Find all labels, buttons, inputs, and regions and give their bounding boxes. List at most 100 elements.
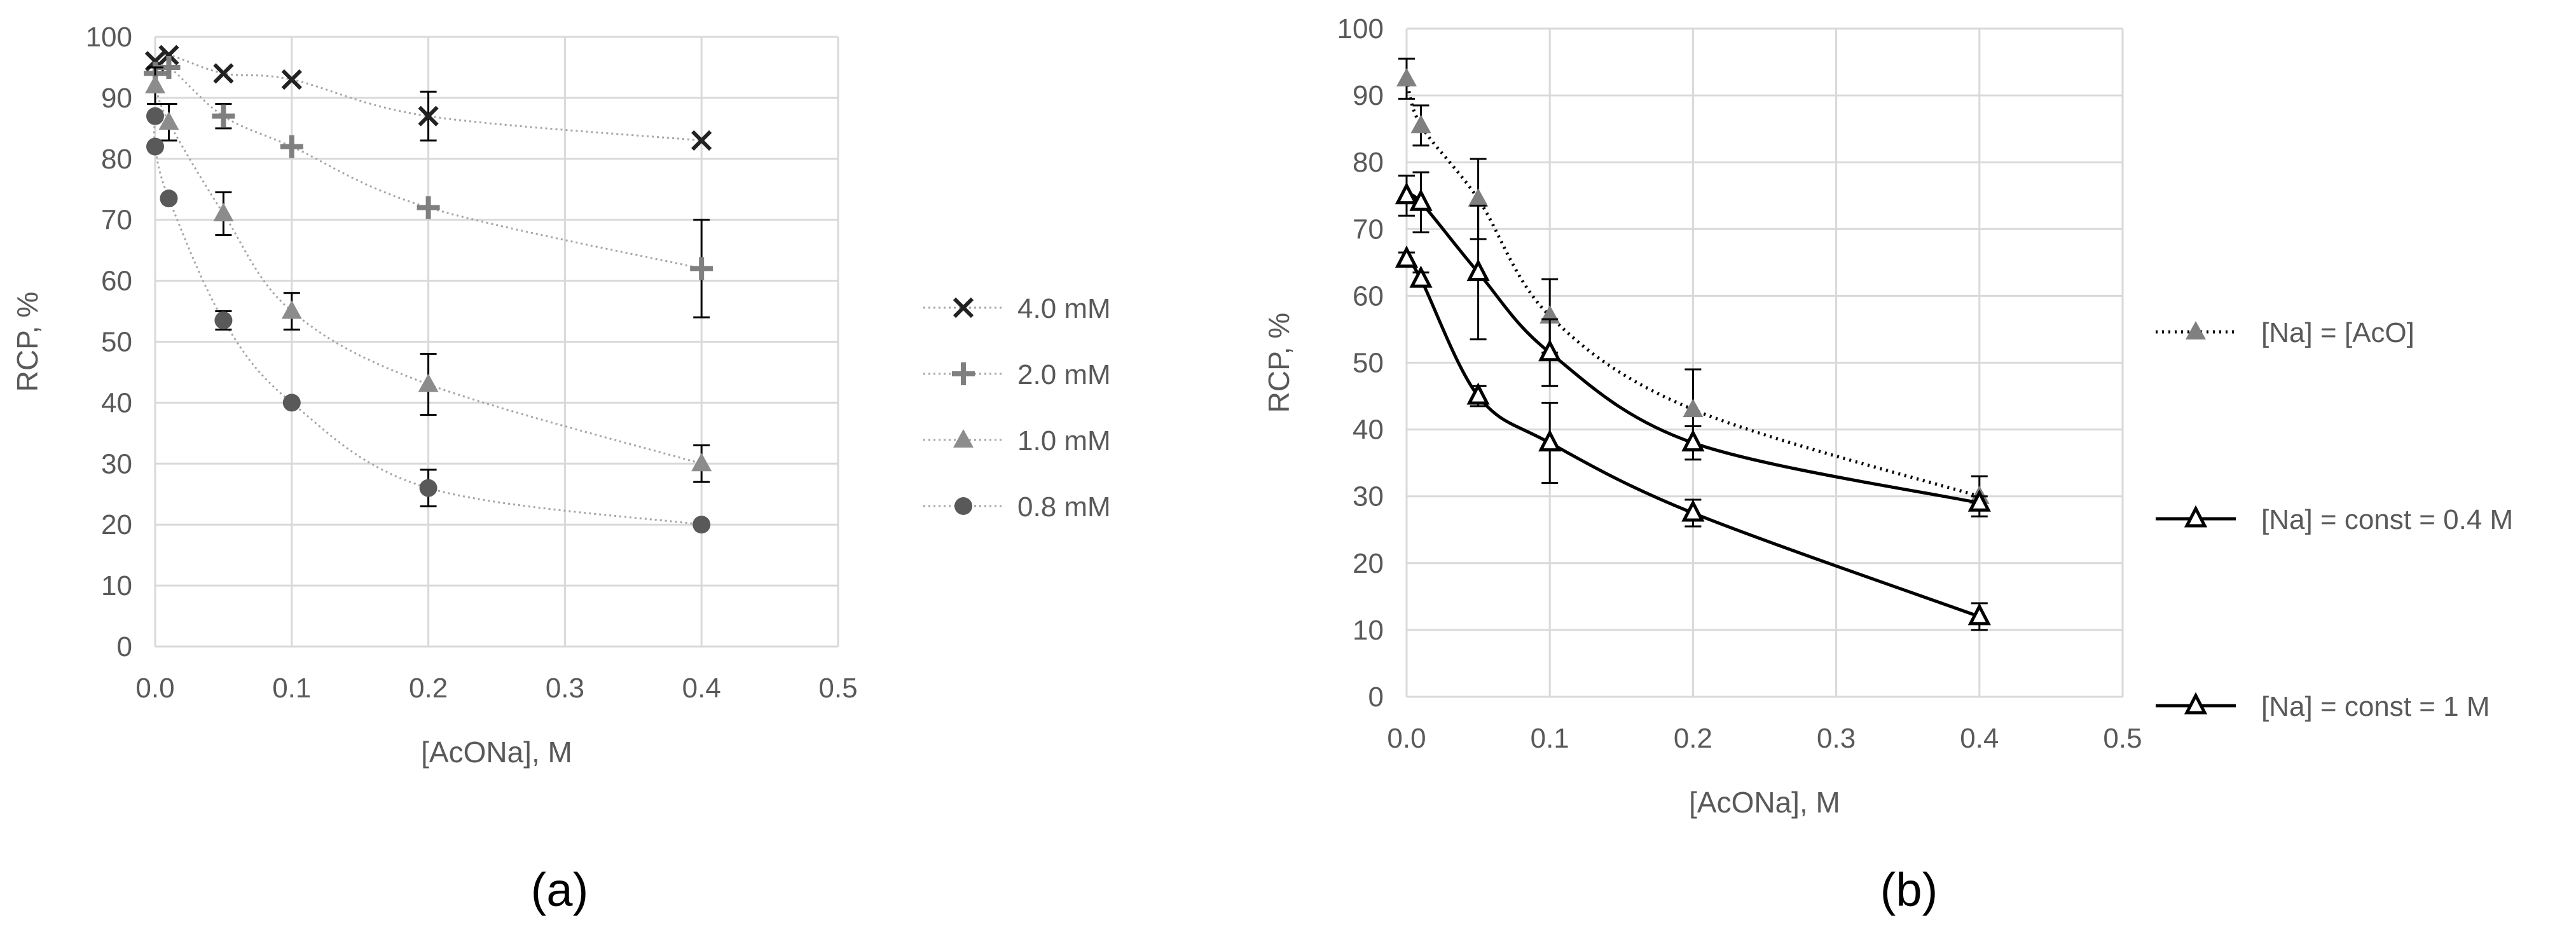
legend-label: [Na] = [AcO] bbox=[2261, 317, 2414, 348]
y-tick-label: 10 bbox=[1353, 615, 1384, 646]
marker-triangle-open bbox=[1967, 489, 1991, 512]
y-tick-label: 70 bbox=[1353, 214, 1384, 245]
y-tick-label: 70 bbox=[101, 205, 132, 236]
x-tick-label: 0.3 bbox=[546, 673, 584, 704]
marker-triangle-open bbox=[1466, 382, 1490, 405]
legend-label: 1.0 mM bbox=[1017, 425, 1111, 456]
marker-triangle bbox=[145, 74, 165, 93]
y-tick-label: 40 bbox=[101, 387, 132, 418]
marker-triangle-open bbox=[1681, 499, 1705, 522]
y-tick-label: 40 bbox=[1353, 415, 1384, 446]
marker-circle bbox=[954, 497, 972, 515]
marker-plus bbox=[417, 196, 440, 219]
marker-x bbox=[418, 106, 439, 127]
x-tick-label: 0.1 bbox=[272, 673, 311, 704]
y-tick-label: 50 bbox=[1353, 348, 1384, 379]
marker-triangle-open bbox=[1466, 259, 1490, 282]
marker-triangle-open bbox=[2184, 505, 2208, 528]
marker-circle bbox=[214, 311, 233, 329]
x-tick-label: 0.1 bbox=[1531, 723, 1569, 754]
y-tick-label: 10 bbox=[101, 570, 132, 601]
marker-triangle bbox=[953, 429, 974, 448]
chart-panel-a: 0.0 0.1 0.2 0.3 0.4 0.5 0 10 20 30 40 50 60 70 80 90 100… bbox=[11, 22, 1111, 916]
series-4 bbox=[146, 107, 711, 534]
chart-panel-b: 0.0 0.1 0.2 0.3 0.4 0.5 0 10 20 30 40 50 60 70 80 90 100… bbox=[1262, 13, 2513, 916]
y-tick-label: 30 bbox=[101, 448, 132, 479]
marker-x bbox=[953, 297, 974, 319]
y-tick-label: 100 bbox=[86, 22, 132, 53]
marker-triangle bbox=[1683, 399, 1704, 418]
marker-triangle bbox=[158, 111, 179, 130]
legend-label: [Na] = const = 0.4 M bbox=[2261, 504, 2513, 535]
series-trendline bbox=[154, 64, 702, 270]
marker-triangle-open bbox=[1967, 603, 1991, 626]
x-tick-label: 0.4 bbox=[1960, 723, 1999, 754]
marker-triangle-open bbox=[1409, 265, 1433, 288]
marker-circle bbox=[282, 394, 301, 412]
marker-plus bbox=[212, 104, 235, 128]
x-tick-label: 0.5 bbox=[2103, 723, 2142, 754]
y-tick-label: 20 bbox=[101, 509, 132, 540]
y-tick-label: 100 bbox=[1337, 13, 1384, 45]
marker-triangle-open bbox=[1395, 182, 1419, 205]
marker-plus bbox=[690, 257, 713, 280]
legend-item: 1.0 mM bbox=[923, 425, 1111, 456]
marker-triangle bbox=[1468, 188, 1489, 207]
marker-triangle-open bbox=[1681, 429, 1705, 452]
x-tick-label: 0.4 bbox=[682, 673, 721, 704]
y-axis-title: RCP, % bbox=[11, 292, 44, 392]
marker-x bbox=[281, 69, 302, 90]
legend-label: 2.0 mM bbox=[1017, 359, 1111, 390]
x-tick-label: 0.3 bbox=[1817, 723, 1856, 754]
y-axis-title: RCP, % bbox=[1262, 313, 1295, 413]
legend-label: [Na] = const = 1 M bbox=[2261, 691, 2490, 722]
series-trendline bbox=[153, 116, 702, 526]
marker-triangle bbox=[691, 453, 712, 472]
legend-item: 0.8 mM bbox=[923, 491, 1111, 523]
marker-circle bbox=[146, 137, 164, 156]
series-3 bbox=[145, 66, 712, 483]
x-tick-label: 0.0 bbox=[135, 673, 174, 704]
series-3 bbox=[1395, 245, 1991, 631]
y-tick-label: 90 bbox=[101, 83, 132, 114]
x-tick-label: 0.2 bbox=[1674, 723, 1712, 754]
y-tick-label: 80 bbox=[101, 144, 132, 175]
legend-item: 2.0 mM bbox=[923, 359, 1111, 390]
x-tick-label: 0.5 bbox=[818, 673, 857, 704]
x-axis-title: [AcONa], M bbox=[1689, 786, 1840, 819]
marker-triangle bbox=[1410, 114, 1431, 134]
y-tick-label: 20 bbox=[1353, 548, 1384, 579]
marker-circle bbox=[692, 516, 711, 534]
legend-label: 0.8 mM bbox=[1017, 491, 1111, 523]
marker-circle bbox=[419, 479, 437, 497]
marker-x bbox=[158, 45, 179, 65]
marker-circle bbox=[160, 189, 178, 208]
x-tick-label: 0.2 bbox=[409, 673, 448, 704]
legend-item: 4.0 mM bbox=[923, 293, 1111, 324]
y-tick-label: 50 bbox=[101, 327, 132, 358]
marker-plus bbox=[280, 135, 303, 158]
legend-item: [Na] = const = 0.4 M bbox=[2156, 504, 2513, 535]
x-tick-label: 0.0 bbox=[1387, 723, 1426, 754]
marker-triangle-open bbox=[2184, 692, 2208, 715]
marker-triangle-open bbox=[1395, 245, 1419, 268]
legend-label: 4.0 mM bbox=[1017, 293, 1111, 324]
marker-x bbox=[691, 130, 712, 151]
panel-label: (a) bbox=[531, 863, 588, 916]
y-tick-label: 60 bbox=[101, 266, 132, 297]
series-1 bbox=[144, 45, 712, 151]
y-tick-label: 60 bbox=[1353, 280, 1384, 312]
y-tick-label: 90 bbox=[1353, 80, 1384, 111]
x-axis-title: [AcONa], M bbox=[421, 736, 572, 769]
marker-triangle bbox=[2186, 321, 2206, 339]
legend-item: [Na] = const = 1 M bbox=[2156, 691, 2490, 722]
marker-triangle bbox=[281, 300, 302, 319]
panel-label: (b) bbox=[1880, 863, 1938, 916]
marker-triangle bbox=[1396, 67, 1417, 86]
marker-triangle bbox=[213, 203, 234, 222]
marker-plus bbox=[952, 362, 975, 385]
marker-triangle-open bbox=[1409, 188, 1433, 211]
marker-triangle-open bbox=[1538, 429, 1562, 452]
legend-item: [Na] = [AcO] bbox=[2156, 317, 2414, 348]
